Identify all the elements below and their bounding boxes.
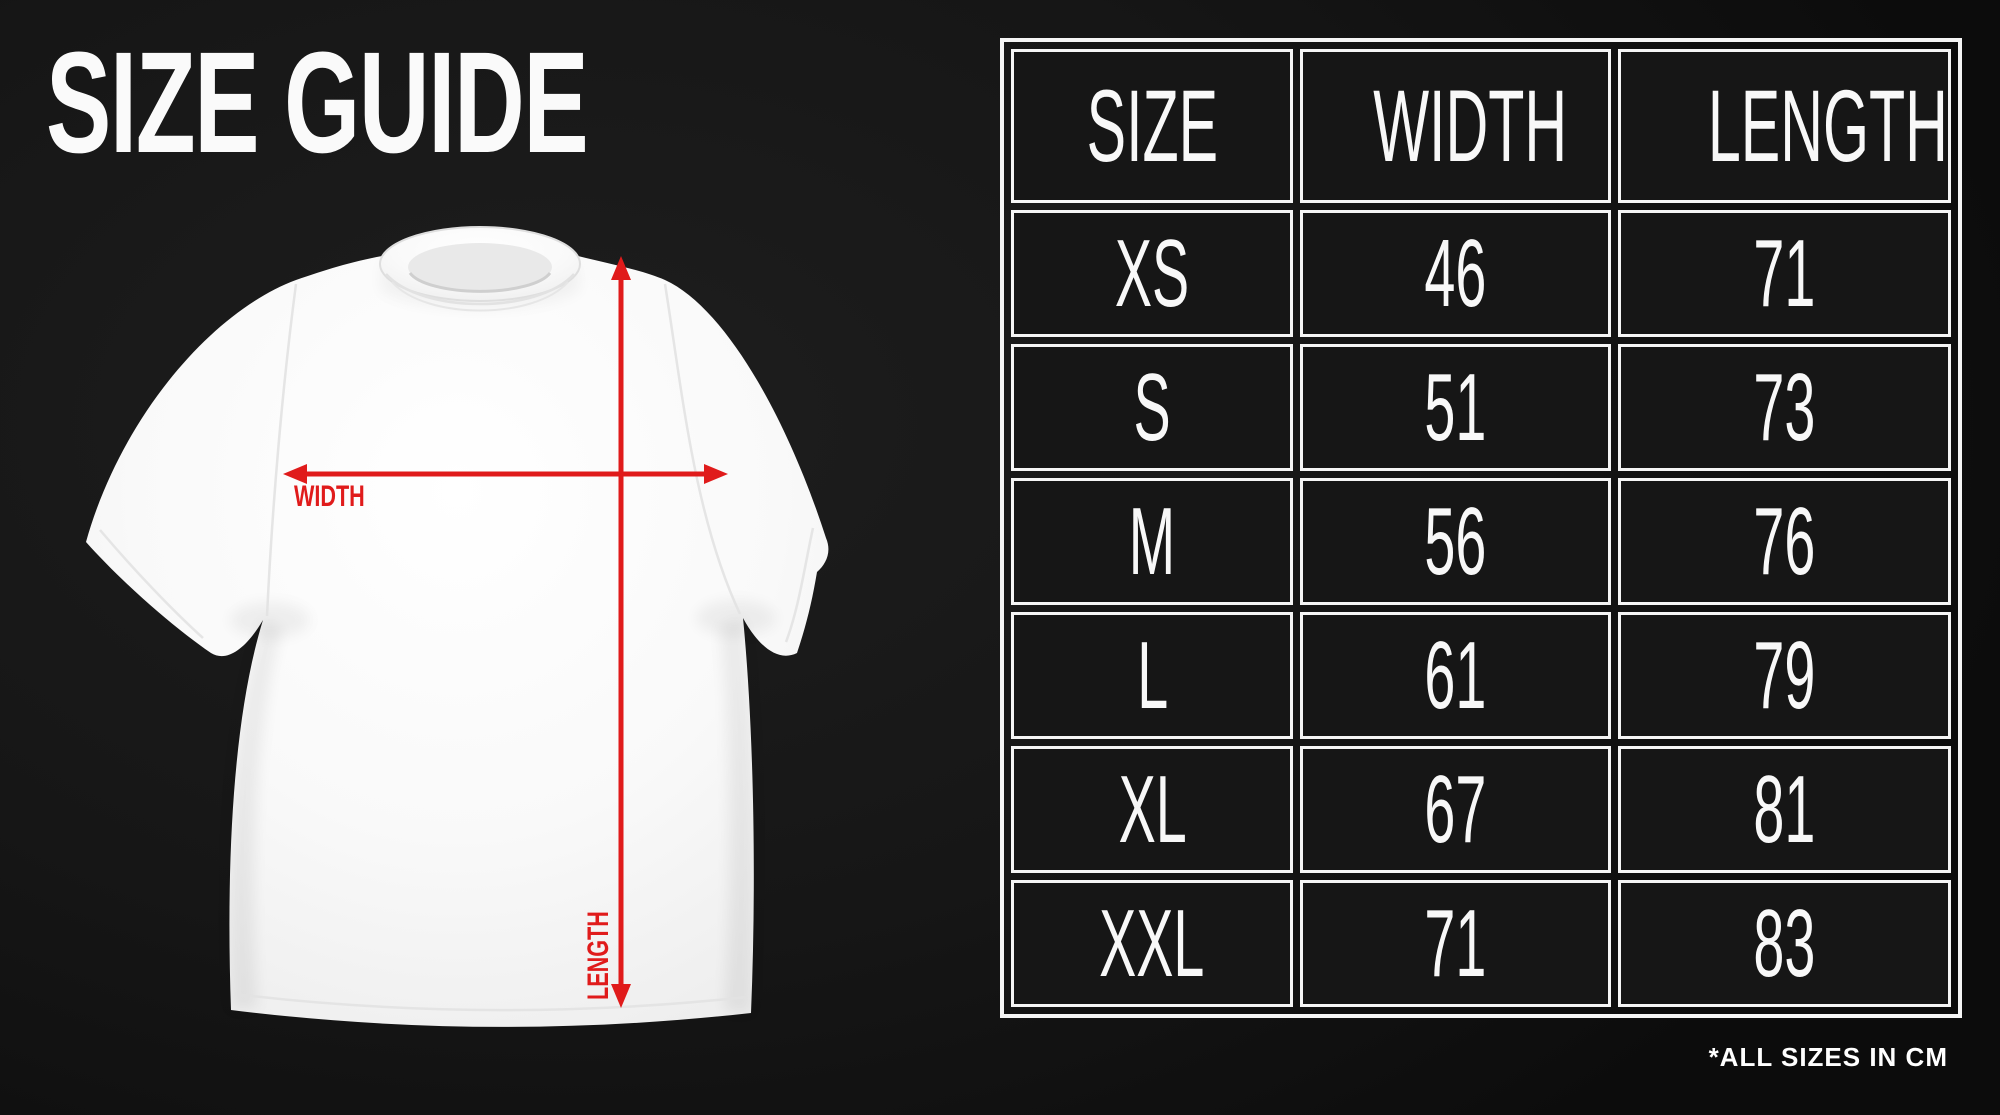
col-header-length: LENGTH — [1617, 49, 1951, 203]
length-measure-label-text: LENGTH — [582, 911, 615, 1000]
size-cell: M — [1011, 478, 1294, 605]
width-cell: 71 — [1300, 880, 1611, 1007]
width-measure-label: WIDTH — [294, 482, 392, 512]
size-cell: XXL — [1011, 880, 1294, 1007]
size-table-body: XS 46 71 S 51 73 M 56 76 L 61 79 XL 67 8… — [1011, 210, 1951, 1007]
length-cell: 71 — [1617, 210, 1951, 337]
header-row: SIZE WIDTH LENGTH — [1011, 49, 1951, 203]
table-row: S 51 73 — [1011, 344, 1951, 471]
page-title: SIZE GUIDE — [46, 22, 842, 183]
size-table: SIZE WIDTH LENGTH XS 46 71 S 51 73 M 56 … — [1000, 38, 1962, 1018]
width-cell: 61 — [1300, 612, 1611, 739]
table-row: XS 46 71 — [1011, 210, 1951, 337]
table-row: M 56 76 — [1011, 478, 1951, 605]
table-row: XL 67 81 — [1011, 746, 1951, 873]
width-cell: 67 — [1300, 746, 1611, 873]
width-cell: 51 — [1300, 344, 1611, 471]
length-cell: 73 — [1617, 344, 1951, 471]
tshirt-seams — [99, 283, 815, 1012]
tshirt-body — [86, 239, 829, 1027]
table-row: L 61 79 — [1011, 612, 1951, 739]
length-cell: 79 — [1617, 612, 1951, 739]
size-table-header: SIZE WIDTH LENGTH — [1011, 49, 1951, 203]
col-header-width: WIDTH — [1300, 49, 1611, 203]
width-cell: 56 — [1300, 478, 1611, 605]
units-footnote: *ALL SIZES IN CM — [1708, 1042, 1948, 1072]
table-row: XXL 71 83 — [1011, 880, 1951, 1007]
size-cell: L — [1011, 612, 1294, 739]
width-cell: 46 — [1300, 210, 1611, 337]
tshirt-collar — [379, 226, 581, 312]
size-cell: S — [1011, 344, 1294, 471]
length-arrow — [611, 256, 631, 1008]
width-arrow — [283, 464, 728, 484]
size-cell: XL — [1011, 746, 1294, 873]
length-measure-label: LENGTH — [582, 877, 615, 1000]
length-cell: 76 — [1617, 478, 1951, 605]
page-title-text: SIZE GUIDE — [46, 22, 589, 183]
col-header-size: SIZE — [1011, 49, 1294, 203]
length-cell: 83 — [1617, 880, 1951, 1007]
size-cell: XS — [1011, 210, 1294, 337]
tshirt-illustration — [86, 226, 829, 1027]
width-measure-label-text: WIDTH — [294, 480, 365, 513]
length-cell: 81 — [1617, 746, 1951, 873]
